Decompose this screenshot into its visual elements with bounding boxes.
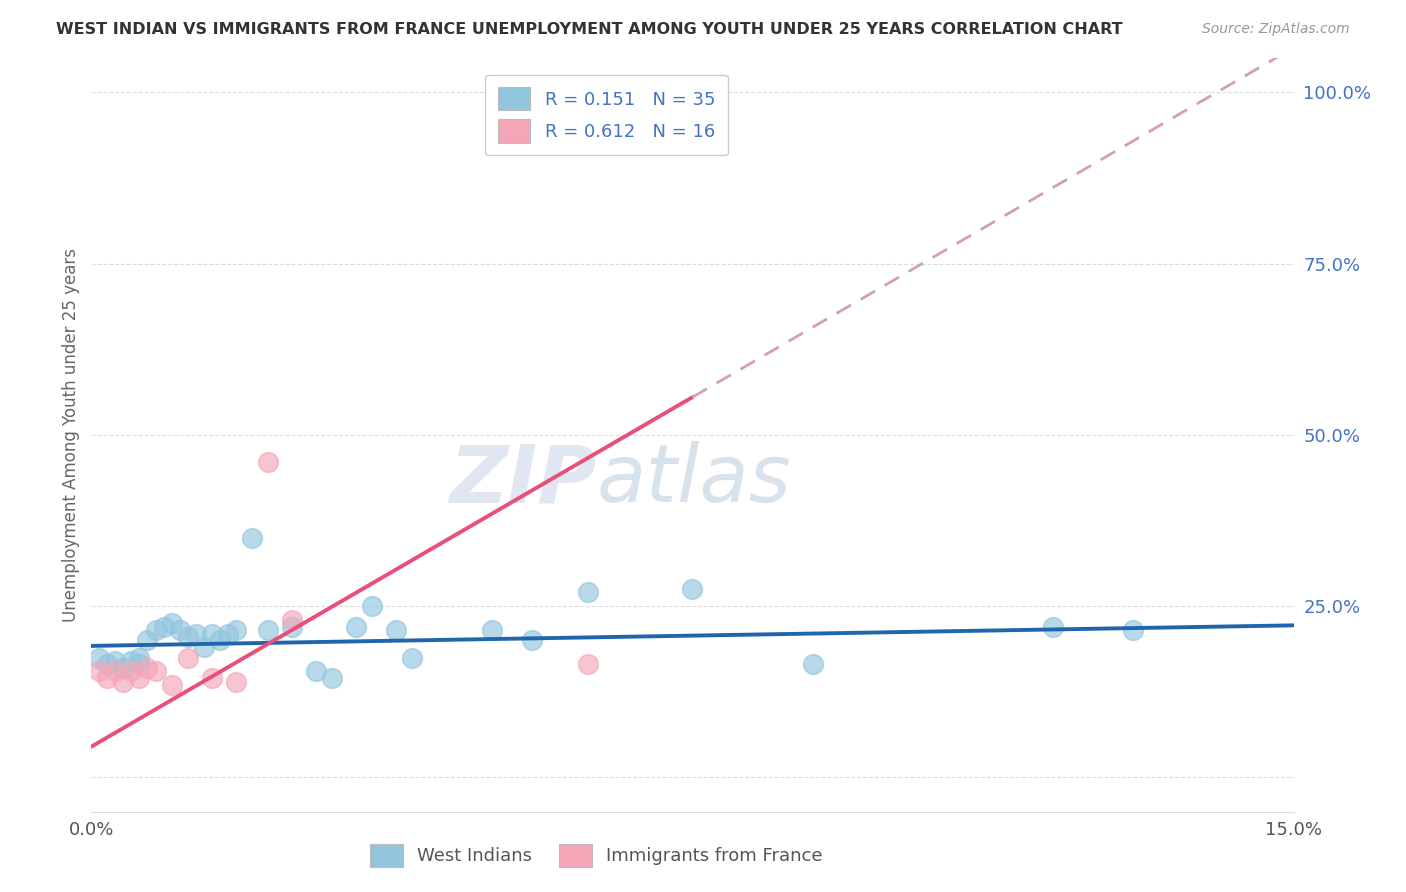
Point (128, 650, 150, 665)
Point (225, 623, 247, 637)
Point (96, 657, 118, 672)
Point (201, 626, 224, 640)
Point (522, 633, 544, 648)
Point (145, 623, 167, 637)
Point (136, 661, 159, 675)
Point (225, 674, 247, 689)
Point (89, 665, 111, 679)
Point (128, 671, 150, 685)
Point (104, 665, 127, 679)
Y-axis label: Unemployment Among Youth under 25 years: Unemployment Among Youth under 25 years (62, 248, 80, 622)
Point (305, 665, 328, 679)
Point (801, 657, 824, 672)
Point (136, 633, 159, 648)
Point (681, 582, 703, 596)
Point (128, 657, 150, 672)
Point (1122, 623, 1144, 637)
Point (281, 613, 304, 627)
Point (89, 650, 111, 665)
Point (256, 623, 278, 637)
Text: ZIP: ZIP (449, 441, 596, 519)
Text: Source: ZipAtlas.com: Source: ZipAtlas.com (1202, 22, 1350, 37)
Point (321, 671, 343, 685)
Point (281, 620, 304, 634)
Point (121, 654, 143, 668)
Point (360, 599, 382, 614)
Point (96, 671, 118, 685)
Point (169, 623, 191, 637)
Point (385, 623, 408, 637)
Text: WEST INDIAN VS IMMIGRANTS FROM FRANCE UNEMPLOYMENT AMONG YOUTH UNDER 25 YEARS CO: WEST INDIAN VS IMMIGRANTS FROM FRANCE UN… (56, 22, 1123, 37)
Point (176, 630, 198, 644)
Point (217, 626, 239, 640)
Point (145, 665, 167, 679)
Point (681, 85, 703, 99)
Point (1042, 620, 1064, 634)
Point (240, 531, 263, 545)
Point (344, 620, 367, 634)
Point (576, 585, 599, 599)
Point (152, 620, 174, 634)
Point (112, 674, 135, 689)
Point (401, 650, 423, 665)
Point (481, 623, 503, 637)
Point (576, 657, 599, 672)
Point (160, 616, 183, 631)
Point (208, 633, 231, 648)
Point (104, 654, 127, 668)
Point (112, 661, 135, 675)
Text: atlas: atlas (596, 441, 792, 519)
Point (193, 640, 215, 655)
Point (121, 665, 143, 679)
Point (176, 650, 198, 665)
Point (256, 455, 278, 469)
Point (184, 626, 207, 640)
Point (201, 671, 224, 685)
Legend: West Indians, Immigrants from France: West Indians, Immigrants from France (363, 837, 830, 874)
Point (160, 678, 183, 692)
